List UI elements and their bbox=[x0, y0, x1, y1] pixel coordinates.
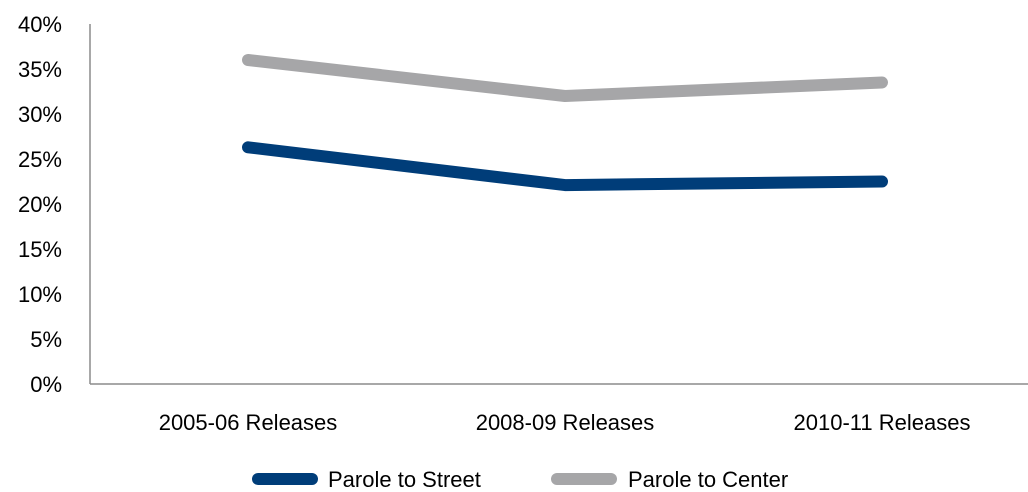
x-tick-label: 2008-09 Releases bbox=[476, 410, 655, 435]
legend-item: Parole to Center bbox=[551, 467, 788, 492]
series-line bbox=[242, 54, 888, 102]
x-tick-labels: 2005-06 Releases 2008-09 Releases 2010-11 … bbox=[159, 410, 971, 435]
legend-label: Parole to Street bbox=[328, 467, 481, 492]
x-tick-label: 2005-06 Releases bbox=[159, 410, 338, 435]
y-tick-label: 5% bbox=[30, 327, 62, 352]
legend-item: Parole to Street bbox=[252, 467, 481, 492]
legend-label: Parole to Center bbox=[628, 467, 788, 492]
series-lines bbox=[242, 54, 888, 192]
legend: Parole to Street Parole to Center bbox=[252, 467, 788, 492]
x-tick-label: 2010-11 Releases bbox=[794, 410, 971, 435]
series-line bbox=[242, 141, 888, 192]
y-tick-label: 10% bbox=[18, 282, 62, 307]
y-tick-label: 15% bbox=[18, 237, 62, 262]
y-tick-label: 25% bbox=[18, 147, 62, 172]
y-tick-label: 30% bbox=[18, 102, 62, 127]
y-tick-label: 40% bbox=[18, 12, 62, 37]
y-tick-label: 20% bbox=[18, 192, 62, 217]
y-tick-label: 0% bbox=[30, 372, 62, 397]
y-tick-label: 35% bbox=[18, 57, 62, 82]
y-tick-labels: 0% 5% 10% 15% 20% 25% 30% 35% 40% bbox=[18, 12, 62, 397]
